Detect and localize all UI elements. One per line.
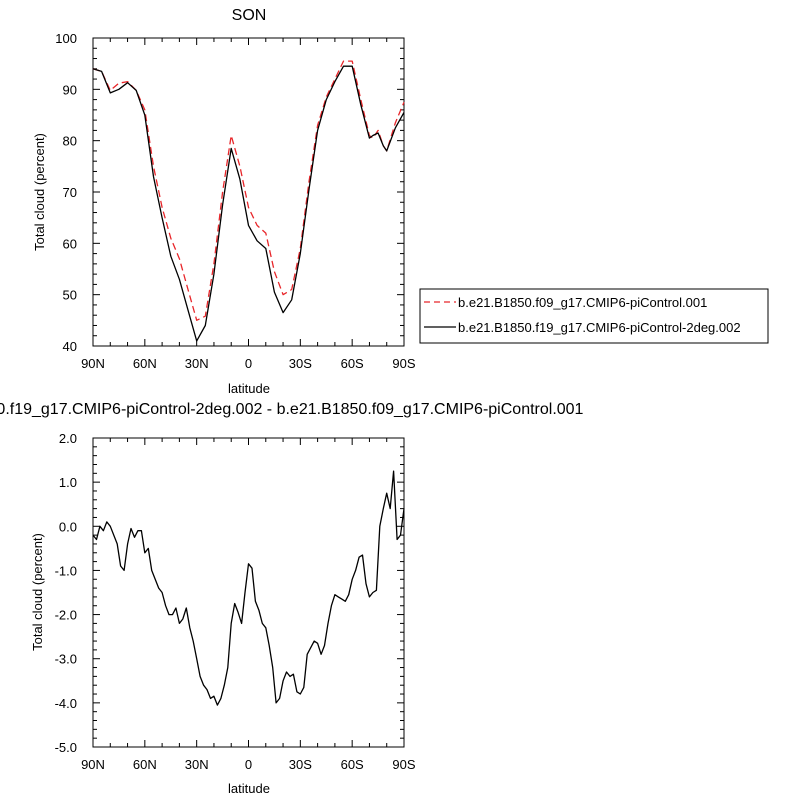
y-tick-label: 100 bbox=[55, 31, 77, 46]
y-tick-label: 50 bbox=[63, 288, 77, 303]
x-tick-label: 90S bbox=[392, 356, 415, 371]
y-tick-label: 1.0 bbox=[59, 475, 77, 490]
y-tick-label: 0.0 bbox=[59, 519, 77, 534]
y-tick-label: 40 bbox=[63, 339, 77, 354]
y-tick-label: 90 bbox=[63, 82, 77, 97]
x-axis-label: latitude bbox=[228, 381, 270, 396]
y-tick-label: 80 bbox=[63, 134, 77, 149]
plot-frame bbox=[92, 437, 405, 748]
y-tick-label: -2.0 bbox=[55, 608, 77, 623]
x-tick-label: 90N bbox=[81, 356, 105, 371]
y-tick-label: -4.0 bbox=[55, 696, 77, 711]
y-tick-label: 2.0 bbox=[59, 431, 77, 446]
chart-title: b.e21.B1850.f19_g17.CMIP6-piControl-2deg… bbox=[0, 401, 584, 418]
x-tick-label: 30S bbox=[289, 757, 312, 772]
x-tick-label: 30N bbox=[185, 356, 209, 371]
y-tick-label: -1.0 bbox=[55, 563, 77, 578]
x-tick-label: 30S bbox=[289, 356, 312, 371]
y-axis-label: Total cloud (percent) bbox=[32, 133, 47, 251]
x-tick-label: 60N bbox=[133, 356, 157, 371]
panel-bottom: b.e21.B1850.f19_g17.CMIP6-piControl-2deg… bbox=[0, 401, 584, 796]
x-tick-label: 60S bbox=[341, 356, 364, 371]
y-axis-label: Total cloud (percent) bbox=[30, 533, 45, 651]
legend: b.e21.B1850.f09_g17.CMIP6-piControl.001 … bbox=[419, 288, 769, 344]
x-tick-label: 0 bbox=[245, 757, 252, 772]
x-tick-label: 30N bbox=[185, 757, 209, 772]
x-tick-label: 90N bbox=[81, 757, 105, 772]
y-tick-label: -5.0 bbox=[55, 740, 77, 755]
x-tick-label: 0 bbox=[245, 356, 252, 371]
x-tick-label: 60S bbox=[341, 757, 364, 772]
y-tick-label: -3.0 bbox=[55, 652, 77, 667]
legend-label: b.e21.B1850.f09_g17.CMIP6-piControl.001 bbox=[458, 295, 707, 310]
series-line bbox=[92, 470, 405, 706]
series-line bbox=[92, 60, 405, 321]
series-line bbox=[92, 65, 405, 342]
legend-box bbox=[419, 288, 769, 344]
y-tick-label: 60 bbox=[63, 236, 77, 251]
x-tick-label: 60N bbox=[133, 757, 157, 772]
chart-title: SON bbox=[232, 7, 267, 24]
x-axis-label: latitude bbox=[228, 781, 270, 796]
panel-top: SON Total cloud (percent) latitude 90N 60… bbox=[32, 7, 416, 396]
x-tick-label: 90S bbox=[392, 757, 415, 772]
legend-label: b.e21.B1850.f19_g17.CMIP6-piControl-2deg… bbox=[458, 320, 741, 335]
y-tick-label: 70 bbox=[63, 185, 77, 200]
